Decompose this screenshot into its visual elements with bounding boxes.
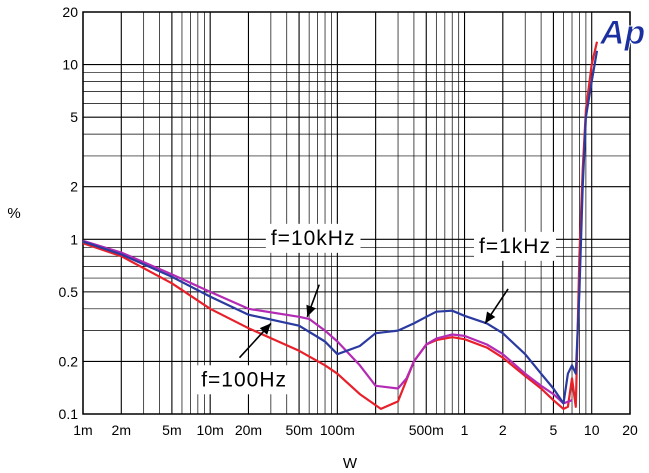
- x-tick-label: 10m: [197, 422, 224, 438]
- annotation-label: f=100Hz: [201, 368, 287, 391]
- ap-logo: Ap: [599, 14, 645, 52]
- series-layer: [82, 41, 599, 410]
- x-tick-label: 50m: [285, 422, 312, 438]
- y-tick-label: 2: [70, 179, 78, 195]
- x-tick-label: 5: [550, 422, 558, 438]
- y-tick-label: 0.5: [59, 284, 79, 300]
- x-tick-labels: 1m 2m 5m 10m 20m 50m 100m 500m 1 2 5 10 20: [73, 422, 638, 438]
- y-tick-label: 10: [62, 57, 78, 73]
- annotation-arrowhead: [306, 304, 316, 317]
- x-axis-label: W: [343, 455, 358, 472]
- y-tick-label: 0.1: [59, 406, 79, 422]
- annotation-label: f=1kHz: [479, 235, 551, 258]
- y-tick-label: 0.2: [59, 353, 79, 369]
- annotation-arrowhead: [259, 323, 271, 335]
- x-tick-label: 2: [499, 422, 507, 438]
- x-tick-label: 100m: [320, 422, 355, 438]
- y-axis-label: %: [7, 205, 20, 222]
- annotation-label-bg: [265, 223, 361, 253]
- x-tick-label: 500m: [409, 422, 444, 438]
- series-line-3: [82, 50, 599, 405]
- x-tick-label: 20m: [235, 422, 262, 438]
- annotation-label: f=10kHz: [271, 227, 356, 250]
- y-tick-labels: 0.1 0.2 0.5 1 2 5 10 20: [59, 4, 79, 422]
- annotation-label-bg: [474, 231, 556, 261]
- x-tick-label: 5m: [162, 422, 181, 438]
- annotation-layer: f=10kHz f=1kHz f=100Hz: [196, 223, 556, 395]
- plot-frame: [82, 11, 631, 415]
- annotation-3: f=100Hz: [196, 322, 293, 395]
- y-tick-label: 20: [62, 4, 78, 20]
- annotation-arrowhead: [485, 311, 496, 324]
- annotation-2: f=1kHz: [474, 231, 556, 324]
- x-tick-label: 2m: [112, 422, 131, 438]
- annotation-label-bg: [196, 365, 293, 395]
- y-tick-label: 1: [70, 231, 78, 247]
- minor-grid: [83, 12, 630, 414]
- x-tick-label: 20: [622, 422, 638, 438]
- x-tick-label: 10: [584, 422, 600, 438]
- y-tick-label: 5: [70, 109, 78, 125]
- series-line-1: [82, 41, 599, 410]
- annotation-1: f=10kHz: [265, 223, 361, 318]
- series-line-2: [82, 239, 573, 405]
- x-tick-label: 1m: [73, 422, 92, 438]
- x-tick-label: 1: [461, 422, 469, 438]
